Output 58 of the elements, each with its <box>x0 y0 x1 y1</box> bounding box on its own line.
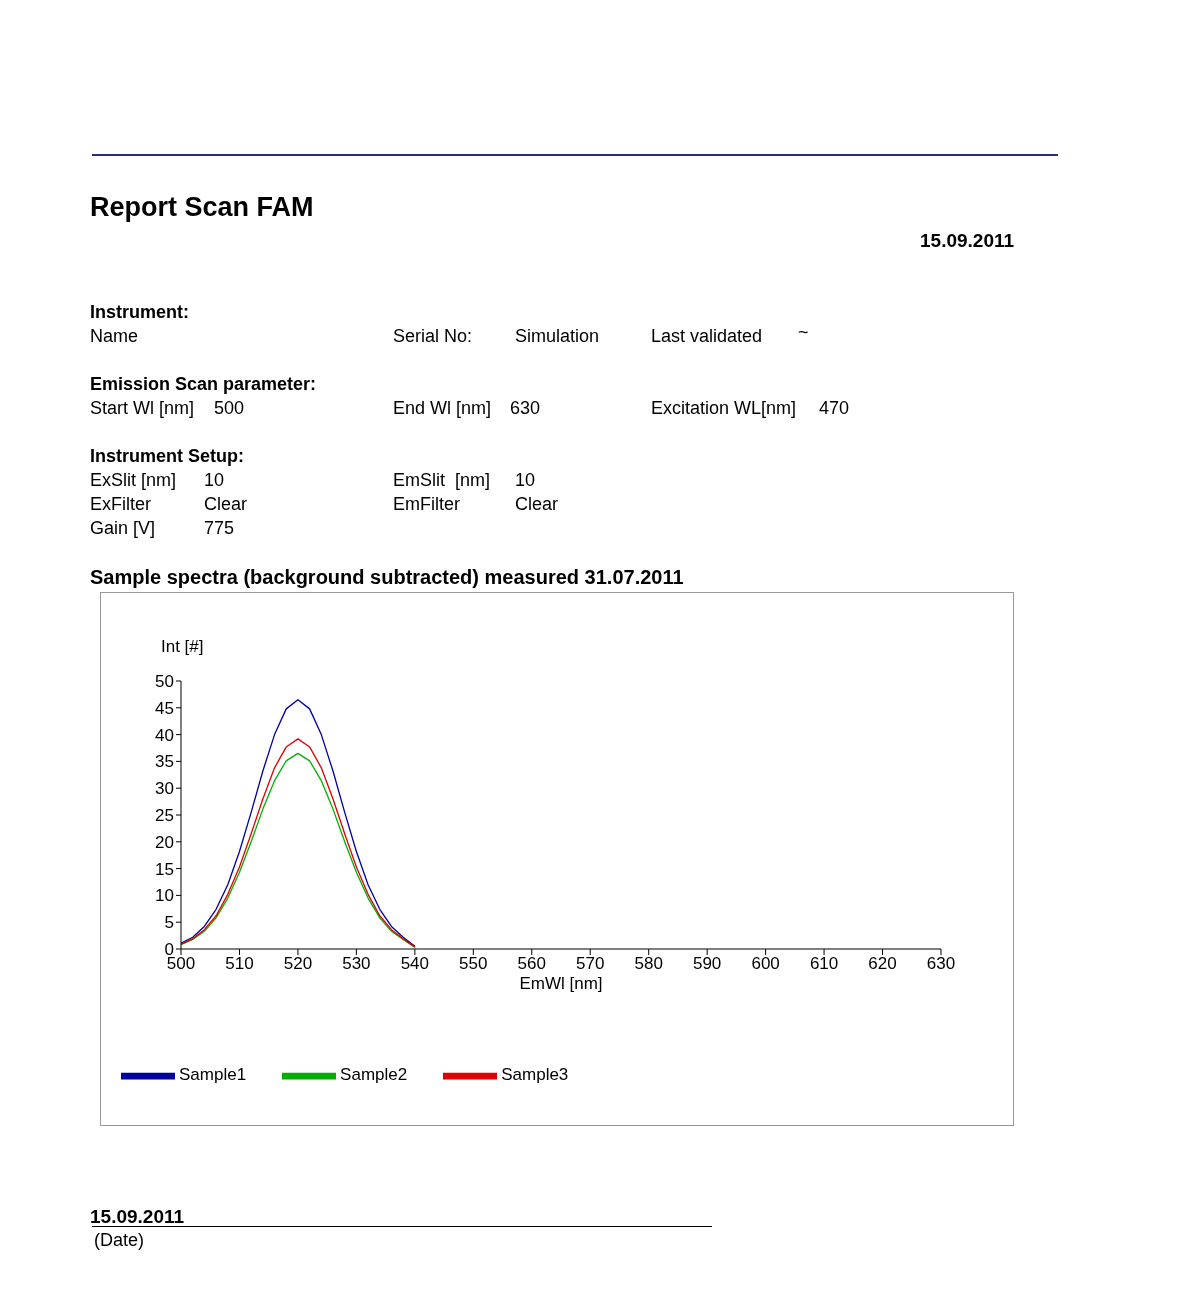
y-axis-title: Int [#] <box>161 637 204 657</box>
x-tick-label: 510 <box>225 954 254 974</box>
text: Serial No: <box>393 326 473 347</box>
y-tick-label: 50 <box>155 672 174 692</box>
text: ExFilter <box>90 494 152 515</box>
x-tick-label: 590 <box>692 954 722 974</box>
text: Last validated <box>651 326 763 347</box>
text: Excitation WL[nm] <box>651 398 797 419</box>
y-tick-label: 30 <box>155 779 174 799</box>
x-tick-label: 530 <box>342 954 371 974</box>
legend-label: Sample1 <box>179 1065 247 1085</box>
text: (Date) <box>94 1230 145 1251</box>
text: Gain [V] <box>90 518 156 539</box>
text: 630 <box>510 398 541 419</box>
legend-label: Sample3 <box>501 1065 569 1085</box>
y-tick-label: 25 <box>155 806 174 826</box>
x-tick-label: 580 <box>634 954 663 974</box>
text: 15.09.2011 <box>90 1206 185 1228</box>
y-tick-label: 35 <box>155 752 174 772</box>
text: Start Wl [nm] <box>90 398 195 419</box>
text: Clear <box>515 494 559 515</box>
chart-subtitle: Sample spectra (background subtracted) measured 31.07.2011 <box>90 566 684 589</box>
x-tick-label: 630 <box>926 954 956 974</box>
legend-label: Sample2 <box>340 1065 408 1085</box>
text: EmSlit [nm] <box>393 470 491 491</box>
y-tick-label: 10 <box>155 886 174 906</box>
text: Simulation <box>515 326 600 347</box>
text: 470 <box>819 398 850 419</box>
x-tick-label: 620 <box>868 954 897 974</box>
x-tick-label: 560 <box>517 954 546 974</box>
x-tick-label: 570 <box>576 954 605 974</box>
line-series <box>181 699 416 947</box>
text: ExSlit [nm] <box>90 470 177 491</box>
text: Name <box>90 326 139 347</box>
y-tick-label: 5 <box>164 913 174 933</box>
text: 10 <box>515 470 536 491</box>
x-axis-title: EmWl [nm] <box>519 974 603 993</box>
x-tick-label: 600 <box>751 954 780 974</box>
text: Emission Scan parameter: <box>90 374 317 395</box>
y-tick-label: 15 <box>155 859 174 879</box>
text: 775 <box>204 518 235 539</box>
text: Instrument: <box>90 302 189 323</box>
text: EmFilter <box>393 494 460 515</box>
x-tick-label: 550 <box>459 954 488 974</box>
text: ~ <box>798 322 809 343</box>
text: 15.09.2011 <box>920 230 1015 252</box>
x-tick-label: 520 <box>283 954 313 974</box>
x-tick-label: 610 <box>809 954 839 974</box>
chart-title: Report Scan FAM <box>90 192 314 223</box>
text: Clear <box>204 494 248 515</box>
x-tick-label: 540 <box>400 954 430 974</box>
text: 10 <box>204 470 225 491</box>
text: 500 <box>214 398 245 419</box>
y-tick-label: 40 <box>155 725 174 745</box>
text: End Wl [nm] <box>393 398 492 419</box>
text: Instrument Setup: <box>90 446 245 467</box>
y-tick-label: 45 <box>155 698 174 718</box>
y-tick-label: 20 <box>155 832 174 852</box>
